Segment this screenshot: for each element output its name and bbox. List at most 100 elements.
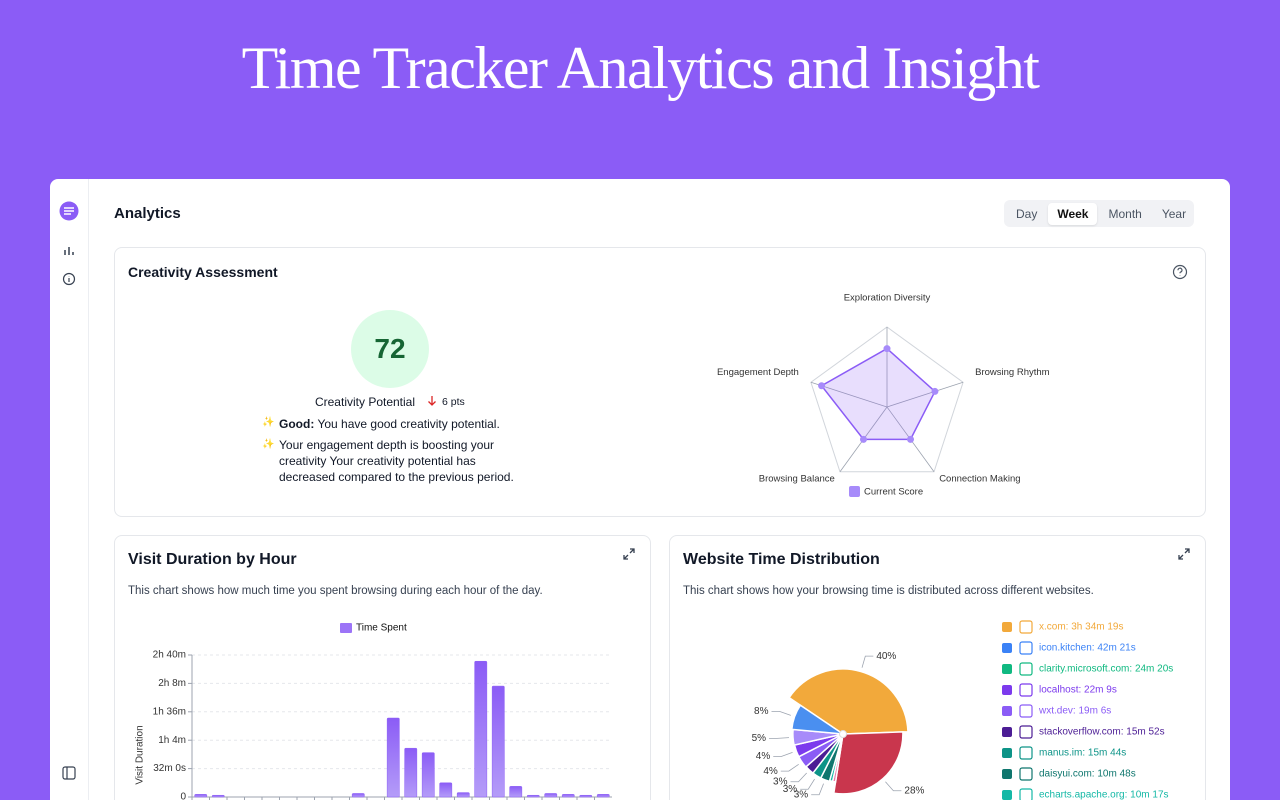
leader-line	[800, 778, 815, 790]
period-tabs: Day Week Month Year	[1004, 200, 1194, 227]
favicon	[1019, 704, 1033, 718]
legend-swatch	[1002, 664, 1012, 674]
card-subtitle: This chart shows how your browsing time …	[683, 585, 1094, 597]
tab[interactable]: Month	[1108, 206, 1142, 221]
bar	[386, 717, 400, 798]
legend-label: stackoverflow.com: 15m 52s	[1039, 727, 1165, 738]
legend-label: Current Score	[864, 487, 923, 498]
legend-swatch	[340, 623, 352, 633]
bar	[194, 794, 208, 798]
leader-line	[771, 710, 791, 716]
favicon	[1019, 725, 1033, 739]
legend-swatch	[1002, 727, 1012, 737]
expand-icon[interactable]	[1177, 547, 1191, 561]
card-title: Website Time Distribution	[683, 551, 880, 568]
bar	[526, 794, 540, 798]
legend-label: wxt.dev: 19m 6s	[1038, 706, 1111, 717]
axis-label: Browsing Rhythm	[975, 367, 1050, 378]
slice-label: 3%	[783, 784, 798, 795]
leader-line	[780, 764, 799, 772]
y-tick-label: 1h 4m	[158, 735, 186, 746]
page-title: Time Tracker Analytics and Insight	[241, 35, 1040, 101]
down-arrow	[428, 396, 436, 406]
score: 72	[351, 310, 429, 388]
note-text: Your engagement depth is boosting your c…	[279, 438, 514, 484]
legend-swatch	[1002, 748, 1012, 758]
legend-label: localhost: 22m 9s	[1039, 685, 1117, 696]
slice-label: 3%	[773, 776, 788, 787]
info-icon[interactable]	[62, 272, 76, 286]
y-tick-label: 2h 8m	[158, 678, 186, 689]
bar	[211, 794, 225, 798]
leader-line	[790, 772, 807, 783]
y-axis-label: Visit Duration	[135, 725, 146, 784]
favicon	[1019, 788, 1033, 800]
legend-label: icon.kitchen: 42m 21s	[1039, 643, 1136, 654]
slice-label: 3%	[794, 789, 809, 800]
pie-center	[839, 730, 847, 738]
leader-line	[861, 655, 874, 668]
bar	[561, 794, 575, 798]
favicon	[1019, 746, 1033, 760]
legend-label: x.com: 3h 34m 19s	[1039, 622, 1123, 633]
logo-glyph	[64, 207, 74, 215]
legend-label: daisyui.com: 10m 48s	[1039, 769, 1136, 780]
legend-label: Time Spent	[356, 623, 407, 634]
bar	[474, 660, 488, 798]
creativity-card	[114, 247, 1206, 517]
leader-line	[885, 781, 902, 792]
axis-label: Engagement Depth	[717, 367, 799, 378]
collapse-icon[interactable]	[62, 766, 76, 780]
axis-label: Browsing Balance	[759, 474, 835, 485]
radar-point	[883, 345, 891, 353]
leader-line	[769, 737, 790, 739]
chart-icon[interactable]	[64, 247, 74, 255]
pie-card	[669, 535, 1206, 800]
legend-swatch	[849, 486, 860, 497]
note-label: Good:	[279, 417, 315, 431]
radar-area	[820, 347, 936, 441]
legend-label: manus.im: 15m 44s	[1039, 748, 1126, 759]
tab[interactable]: Year	[1161, 206, 1187, 221]
legend-swatch	[1002, 769, 1012, 779]
card-title: Visit Duration by Hour	[128, 551, 297, 568]
bar	[596, 794, 610, 798]
radar-point	[859, 435, 867, 443]
slice-label: 8%	[754, 706, 769, 717]
legend-swatch	[1002, 706, 1012, 716]
axis-label: Exploration Diversity	[844, 293, 931, 304]
bar-card	[114, 535, 651, 800]
leader-line	[811, 783, 824, 796]
help-icon[interactable]	[1171, 263, 1189, 281]
note-text: You have good creativity potential.	[317, 417, 500, 431]
slice-label: 40%	[876, 651, 896, 662]
bar	[404, 747, 418, 798]
radar-point	[818, 382, 826, 390]
favicon	[1019, 767, 1033, 781]
score-label: Creativity Potential	[314, 395, 416, 409]
radar-point	[931, 387, 939, 395]
pie-slice	[832, 731, 904, 795]
pie-slice	[790, 704, 844, 735]
tab[interactable]: Week	[1048, 202, 1098, 225]
slice-label: 5%	[752, 733, 767, 744]
score-change: 6 pts	[442, 396, 465, 408]
bar	[491, 685, 505, 798]
slice-label: 4%	[756, 751, 771, 762]
tab[interactable]: Day	[1016, 206, 1038, 221]
legend-swatch	[1002, 790, 1012, 800]
y-tick-label: 0	[180, 792, 186, 800]
card-subtitle: This chart shows how much time you spent…	[128, 585, 543, 597]
favicon	[1019, 683, 1033, 697]
expand-icon[interactable]	[622, 547, 636, 561]
legend-label: echarts.apache.org: 10m 17s	[1039, 790, 1169, 800]
bar	[509, 786, 523, 798]
axis-label: Connection Making	[939, 474, 1020, 485]
y-tick-label: 1h 36m	[153, 706, 186, 717]
legend-swatch	[1002, 622, 1012, 632]
sidebar	[50, 179, 89, 800]
bar	[439, 782, 453, 798]
pie-slice	[788, 668, 909, 735]
